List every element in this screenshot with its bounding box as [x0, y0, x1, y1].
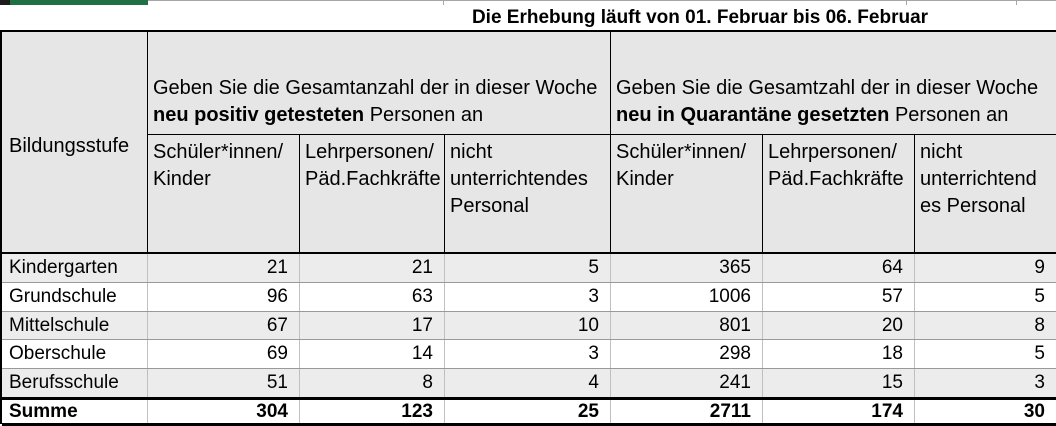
- total-value-cell[interactable]: 2711: [611, 400, 763, 423]
- row-label[interactable]: Oberschule: [2, 340, 148, 368]
- gridline-tick: [443, 0, 444, 5]
- subheader-personal-quarantaene[interactable]: nicht unterrichtend es Personal: [915, 135, 1056, 252]
- table-row-oberschule: Oberschule 69 14 3 298 18 5: [2, 340, 1056, 369]
- value-cell[interactable]: 96: [148, 283, 300, 311]
- value-cell[interactable]: 64: [763, 254, 915, 282]
- value-cell[interactable]: 5: [1034, 343, 1045, 364]
- value-cell[interactable]: 9: [1034, 257, 1045, 278]
- table-row-grundschule: Grundschule 96 63 3 1006 57 5: [2, 283, 1056, 312]
- value-cell[interactable]: 3: [445, 283, 611, 311]
- subheader-lehrpersonen-positiv[interactable]: Lehrpersonen/ Päd.Fachkräfte: [300, 135, 445, 252]
- row-label[interactable]: Berufsschule: [2, 369, 148, 397]
- header-cell-bildungsstufe[interactable]: Bildungsstufe: [2, 32, 148, 252]
- table-row-berufsschule: Berufsschule 51 8 4 241 15 3: [2, 369, 1056, 397]
- value-cell[interactable]: 69: [148, 340, 300, 368]
- value-cell[interactable]: 365: [611, 254, 763, 282]
- group-header-line2: neu in Quarantäne gesetzten Personen an: [616, 104, 1009, 126]
- subheader-schueler-positiv[interactable]: Schüler*innen/ Kinder: [148, 135, 300, 252]
- gridline-tick: [1016, 0, 1017, 5]
- value-cell[interactable]: 4: [445, 369, 611, 397]
- group-header-line1: Geben Sie die Gesamtzahl der in dieser W…: [616, 77, 1039, 99]
- total-label[interactable]: Summe: [2, 400, 148, 423]
- total-value-cell[interactable]: 30: [1023, 400, 1045, 422]
- value-cell[interactable]: 241: [611, 369, 763, 397]
- subheader-schueler-quarantaene[interactable]: Schüler*innen/ Kinder: [611, 135, 763, 252]
- row-label[interactable]: Mittelschule: [2, 312, 148, 339]
- green-accent-bar: [10, 0, 148, 5]
- group-header-quarantaene[interactable]: Geben Sie die Gesamtzahl der in dieser W…: [611, 32, 1056, 135]
- total-value-cell[interactable]: 304: [148, 400, 300, 423]
- value-cell[interactable]: 3: [1034, 372, 1045, 393]
- total-value-cell[interactable]: 174: [763, 400, 915, 423]
- value-cell[interactable]: 18: [763, 340, 915, 368]
- total-value-cell[interactable]: 25: [445, 400, 611, 423]
- group-header-line2: neu positiv getesteten Personen an: [153, 104, 484, 126]
- subheader-personal-positiv[interactable]: nicht unterrichtendes Personal: [445, 135, 611, 252]
- table-body: Kindergarten 21 21 5 365 64 9 Grundschul…: [2, 254, 1056, 426]
- value-cell[interactable]: 1006: [611, 283, 763, 311]
- value-cell[interactable]: 298: [611, 340, 763, 368]
- top-gridline: [148, 0, 1056, 1]
- value-cell[interactable]: 8: [1034, 314, 1045, 336]
- value-cell[interactable]: 5: [445, 254, 611, 282]
- value-cell[interactable]: 57: [763, 283, 915, 311]
- value-cell[interactable]: 15: [763, 369, 915, 397]
- group-header-line1: Geben Sie die Gesamtanzahl der in dieser…: [153, 77, 598, 99]
- value-cell[interactable]: 5: [1034, 286, 1045, 307]
- value-cell[interactable]: 801: [611, 312, 763, 339]
- subheader-lehrpersonen-quarantaene[interactable]: Lehrpersonen/ Päd.Fachkräfte: [763, 135, 915, 252]
- gridline-tick: [906, 0, 907, 5]
- value-cell[interactable]: 14: [300, 340, 445, 368]
- value-cell[interactable]: 21: [300, 254, 445, 282]
- value-cell[interactable]: 67: [148, 312, 300, 339]
- data-table: Bildungsstufe Geben Sie die Gesamtanzahl…: [0, 30, 1056, 426]
- total-value-cell[interactable]: 123: [300, 400, 445, 423]
- value-cell[interactable]: 10: [445, 312, 611, 339]
- table-row-kindergarten: Kindergarten 21 21 5 365 64 9: [2, 254, 1056, 283]
- table-row-summe: Summe 304 123 25 2711 174 30: [2, 397, 1056, 426]
- table-header: Bildungsstufe Geben Sie die Gesamtanzahl…: [2, 32, 1056, 254]
- value-cell[interactable]: 63: [300, 283, 445, 311]
- table-row-mittelschule: Mittelschule 67 17 10 801 20 8: [2, 312, 1056, 340]
- group-header-positiv-getestet[interactable]: Geben Sie die Gesamtanzahl der in dieser…: [148, 32, 611, 135]
- value-cell[interactable]: 8: [300, 369, 445, 397]
- row-label[interactable]: Kindergarten: [2, 254, 148, 282]
- row-label[interactable]: Grundschule: [2, 283, 148, 311]
- top-black-bar: [0, 0, 10, 5]
- value-cell[interactable]: 17: [300, 312, 445, 339]
- value-cell[interactable]: 3: [445, 340, 611, 368]
- value-cell[interactable]: 20: [763, 312, 915, 339]
- value-cell[interactable]: 51: [148, 369, 300, 397]
- value-cell[interactable]: 21: [148, 254, 300, 282]
- survey-period-title: Die Erhebung läuft von 01. Februar bis 0…: [471, 7, 929, 28]
